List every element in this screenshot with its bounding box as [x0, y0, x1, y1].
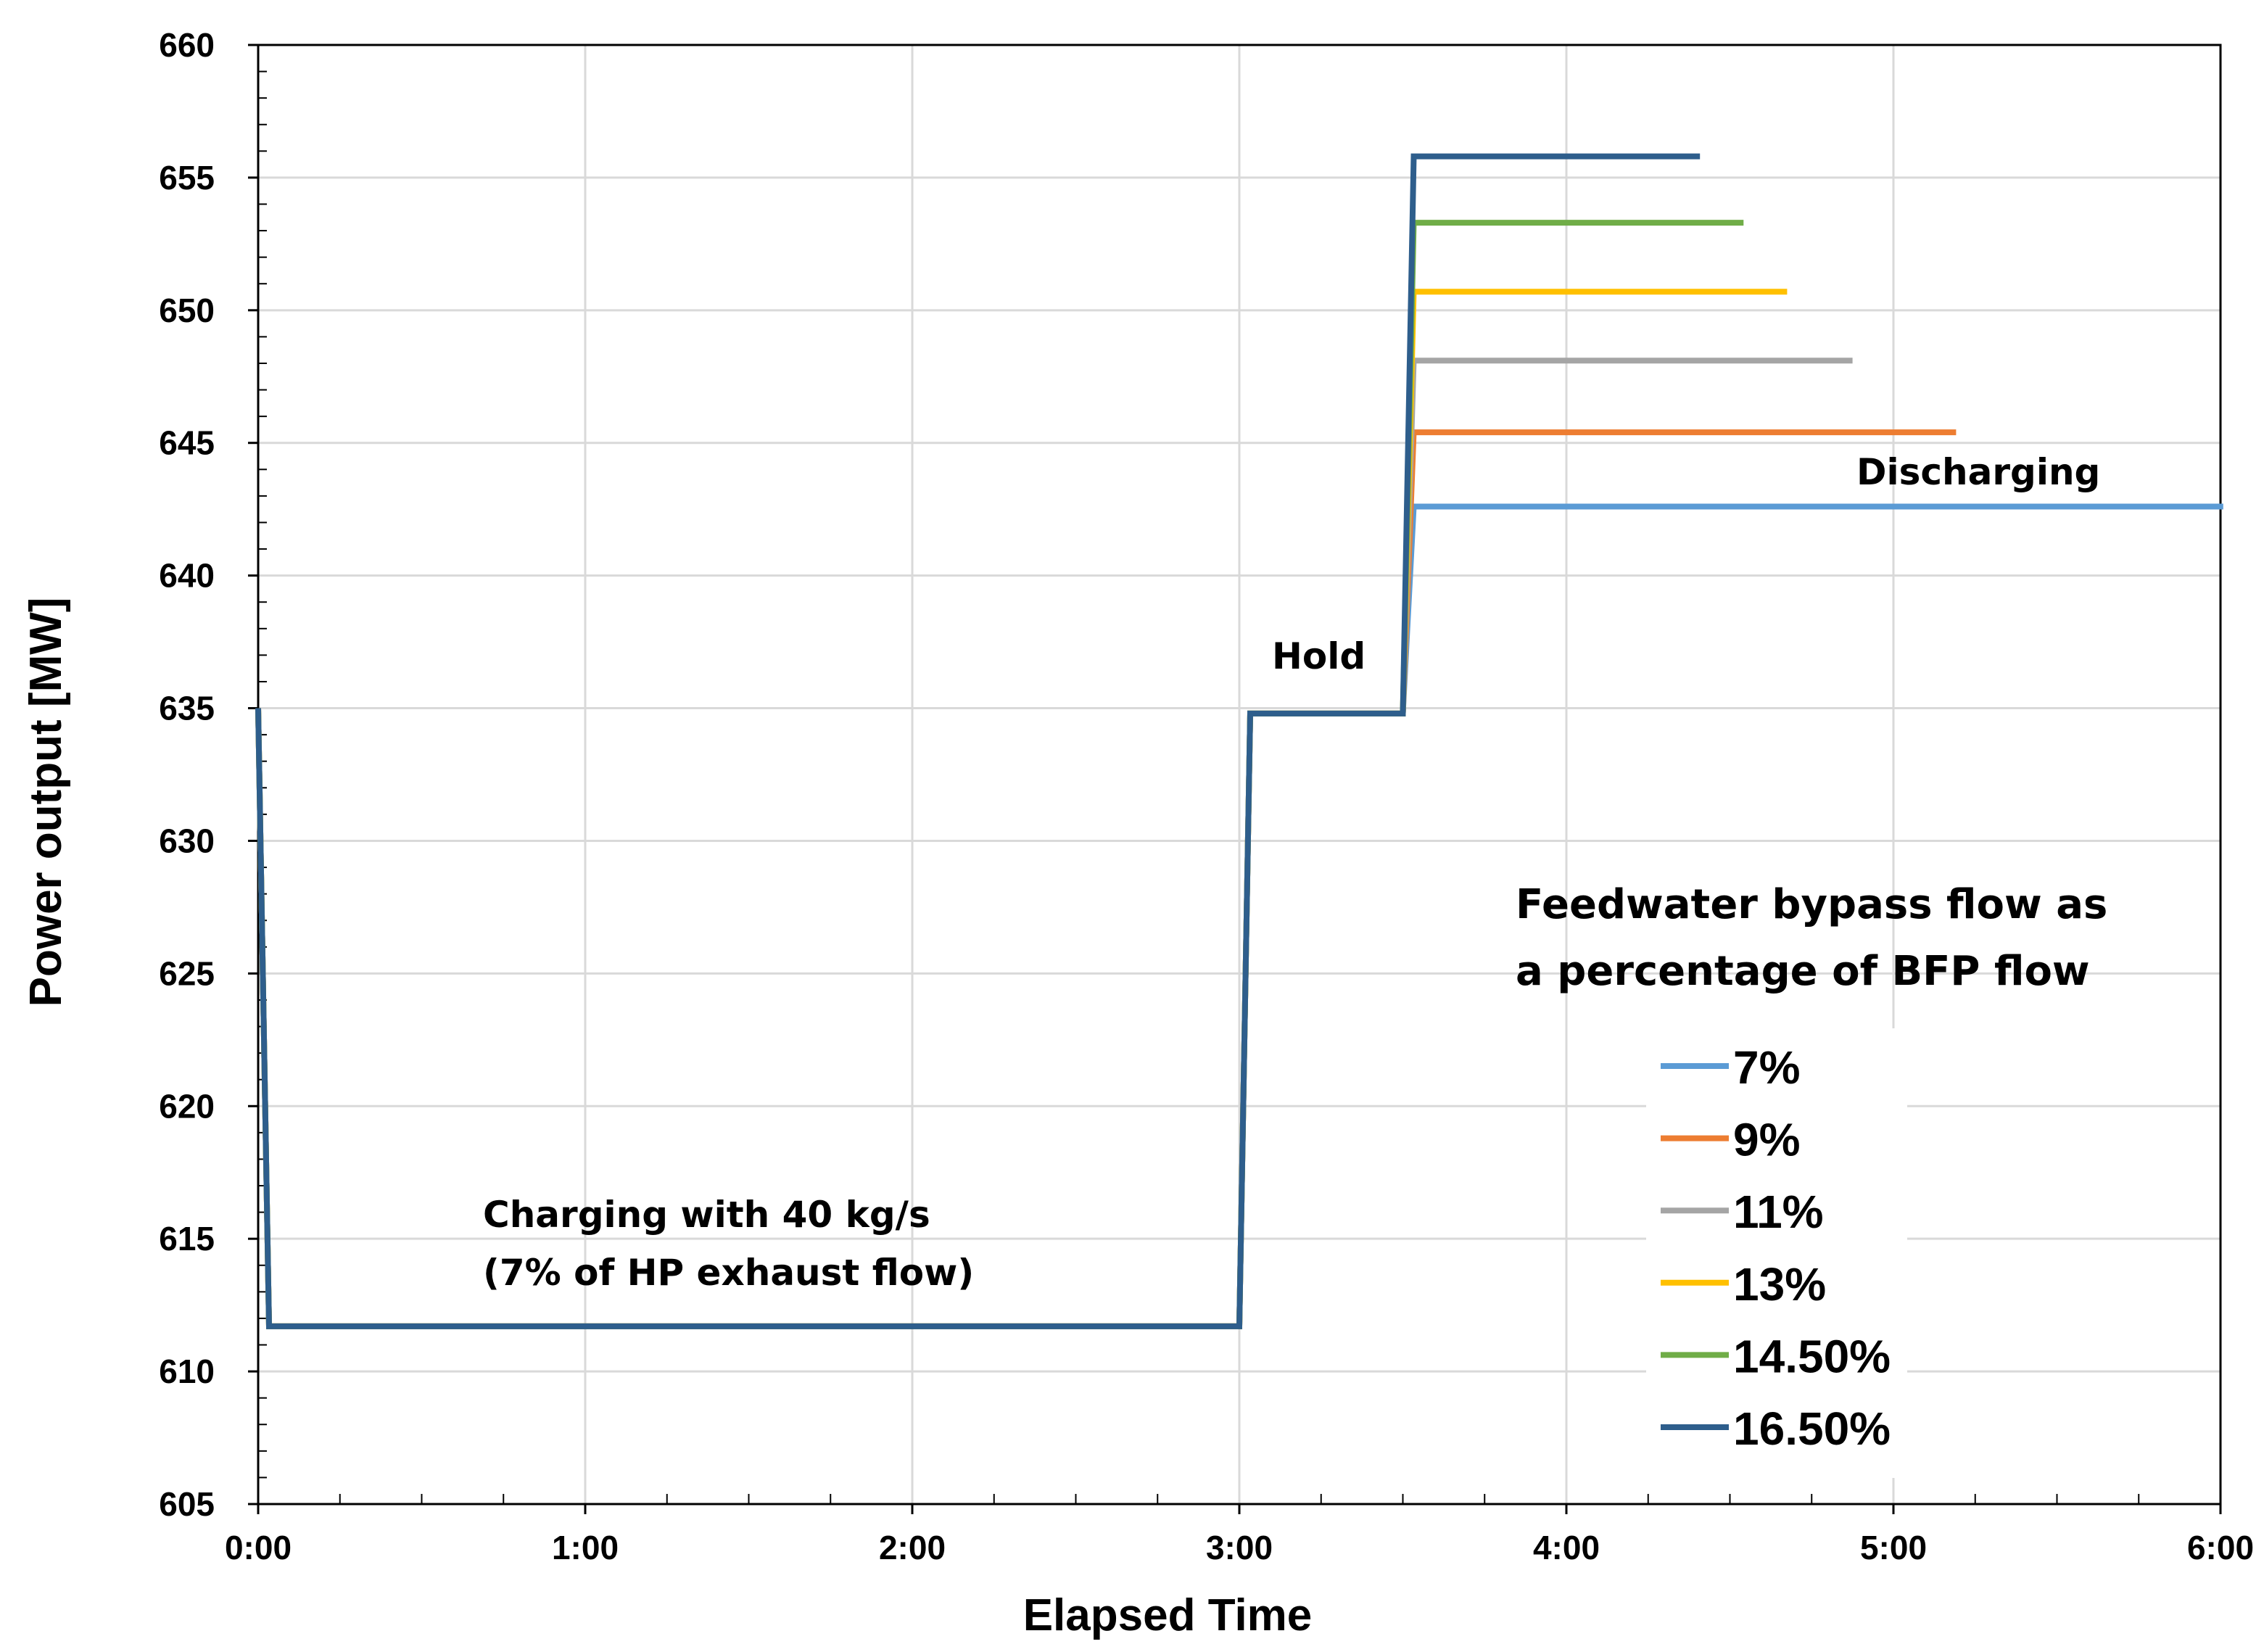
y-tick-label: 640: [159, 557, 215, 595]
legend-title-line2: a percentage of BFP flow: [1516, 948, 2090, 995]
y-tick-label: 615: [159, 1220, 215, 1257]
series-line-6: [255, 153, 1701, 1329]
x-tick-label: 2:00: [879, 1529, 946, 1566]
x-axis-title: Elapsed Time: [1023, 1590, 1313, 1640]
x-tick-label: 3:00: [1206, 1529, 1273, 1566]
annotation-discharging: Discharging: [1856, 451, 2100, 493]
legend-label-1: 7%: [1733, 1041, 1801, 1094]
y-tick-label: 650: [159, 292, 215, 329]
legend-label-4: 13%: [1733, 1258, 1826, 1310]
y-tick-label: 610: [159, 1352, 215, 1390]
y-axis-title: Power output [MW]: [21, 598, 71, 1007]
x-tick-label: 0:00: [225, 1529, 292, 1566]
x-tick-label: 1:00: [552, 1529, 619, 1566]
y-tick-label: 655: [159, 159, 215, 197]
y-axis-tick-labels: 605 610 615 620 625 630 635 640 645 650 655 660: [159, 26, 215, 1523]
y-tick-label: 635: [159, 690, 215, 727]
legend-label-5: 14.50%: [1733, 1330, 1891, 1382]
annotation-charging-line2: (7% of HP exhaust flow): [483, 1252, 974, 1294]
y-tick-label: 645: [159, 424, 215, 462]
legend-box: [1646, 1028, 1907, 1478]
legend-label-3: 11%: [1733, 1186, 1824, 1238]
x-axis-tick-labels: 0:00 1:00 2:00 3:00 4:00 5:00 6:00: [225, 1529, 2254, 1566]
legend-label-6: 16.50%: [1733, 1403, 1891, 1455]
y-tick-label: 605: [159, 1485, 215, 1523]
y-tick-label: 625: [159, 954, 215, 992]
y-tick-label: 620: [159, 1087, 215, 1125]
annotation-charging-line1: Charging with 40 kg/s: [483, 1194, 930, 1236]
y-tick-label: 660: [159, 26, 215, 64]
x-tick-label: 5:00: [1860, 1529, 1927, 1566]
y-tick-label: 630: [159, 822, 215, 859]
legend: 7% 9% 11% 13% 14.50% 16.50%: [1661, 1041, 1891, 1455]
x-tick-label: 4:00: [1533, 1529, 1600, 1566]
legend-title-line1: Feedwater bypass flow as: [1516, 881, 2107, 928]
annotation-hold: Hold: [1272, 635, 1366, 677]
x-tick-label: 6:00: [2187, 1529, 2254, 1566]
series-lines: [255, 153, 2223, 1329]
legend-label-2: 9%: [1733, 1114, 1801, 1166]
